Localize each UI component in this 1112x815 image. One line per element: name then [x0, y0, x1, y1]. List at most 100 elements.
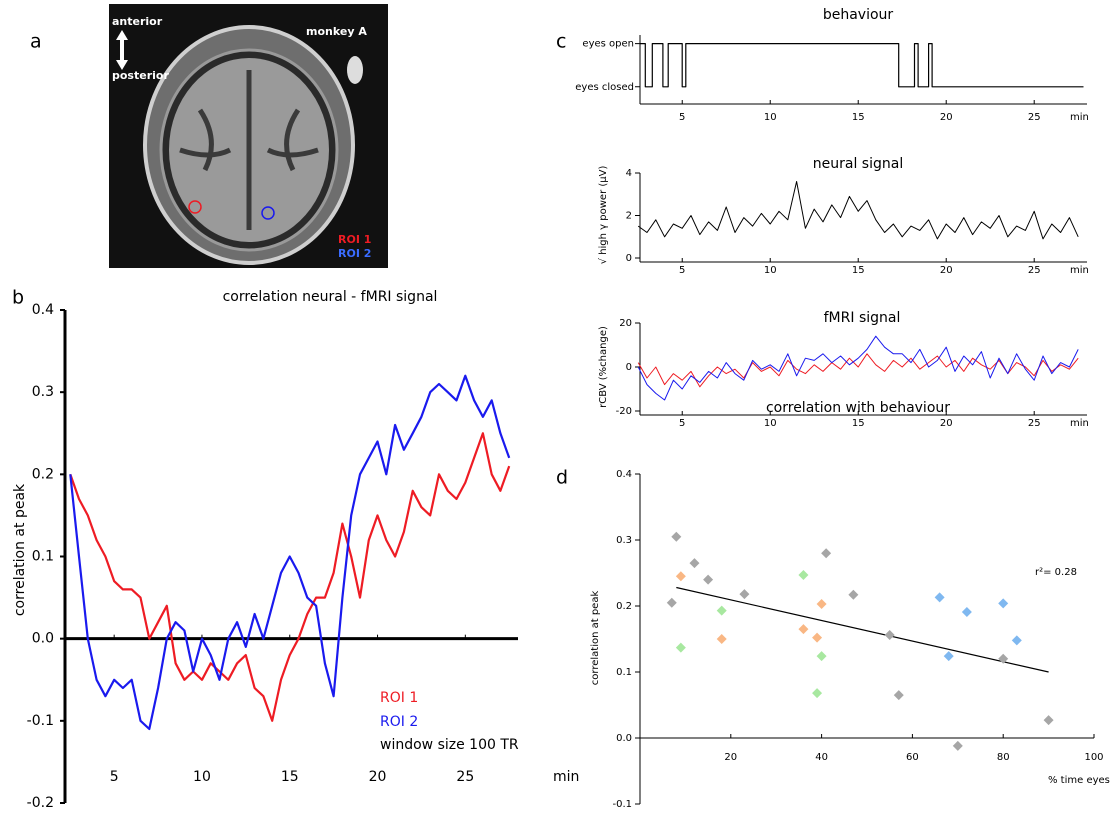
x-axis-label: min: [1070, 265, 1089, 276]
legend-label: ROI 2: [380, 714, 418, 730]
x-tick-label: 60: [906, 752, 919, 763]
x-tick-label: 80: [997, 752, 1010, 763]
x-tick-label: 20: [369, 769, 387, 785]
x-tick-label: 25: [456, 769, 474, 785]
data-point: [944, 651, 954, 661]
series-line: [70, 376, 509, 729]
x-tick-label: 15: [281, 769, 299, 785]
data-point: [935, 592, 945, 602]
data-point: [689, 558, 699, 568]
data-point: [885, 630, 895, 640]
chart-title: fMRI signal: [824, 310, 901, 326]
panel-letter: c: [556, 31, 566, 53]
orientation-label: posterior: [112, 69, 169, 82]
data-point: [671, 532, 681, 542]
y-axis-label: correlation at peak: [12, 483, 28, 616]
x-tick-label: 10: [764, 418, 777, 429]
annotation: window size 100 TR: [380, 737, 519, 753]
y-axis-label: correlation at peak: [590, 591, 601, 686]
y-tick-label: 0.0: [32, 631, 54, 647]
x-tick-label: 10: [764, 112, 777, 123]
data-point: [817, 651, 827, 661]
series-line: [638, 182, 1078, 239]
x-tick-label: 5: [679, 265, 685, 276]
annotation: r²= 0.28: [1035, 567, 1077, 578]
data-point: [1012, 635, 1022, 645]
panel-letter: b: [12, 287, 24, 309]
x-tick-label: 20: [940, 265, 953, 276]
x-tick-label: 100: [1084, 752, 1103, 763]
x-tick-label: 20: [940, 112, 953, 123]
x-tick-label: 20: [940, 418, 953, 429]
x-tick-label: 15: [852, 112, 865, 123]
x-axis-label: min: [553, 769, 579, 785]
orientation-label: anterior: [112, 15, 163, 28]
data-point: [848, 590, 858, 600]
panel-letter: d: [556, 467, 568, 489]
data-point: [812, 688, 822, 698]
y-tick-label: 0.4: [616, 469, 632, 480]
artifact: [347, 56, 363, 84]
y-tick-label: 0.3: [32, 384, 54, 400]
x-axis-label: min: [1070, 418, 1089, 429]
x-axis-label: % time eyes open: [1048, 775, 1112, 786]
x-axis-label: min: [1070, 112, 1089, 123]
y-tick-label: -20: [616, 406, 632, 417]
y-tick-label: -0.2: [27, 795, 54, 811]
data-point: [894, 690, 904, 700]
chart-title: behaviour: [823, 7, 894, 23]
x-tick-label: 15: [852, 418, 865, 429]
data-point: [739, 589, 749, 599]
data-point: [821, 548, 831, 558]
data-point: [953, 741, 963, 751]
data-point: [717, 634, 727, 644]
data-point: [676, 571, 686, 581]
chart-title: neural signal: [813, 156, 903, 172]
y-tick-label: 2: [626, 211, 632, 222]
y-tick-label: 0.3: [616, 535, 632, 546]
x-tick-label: 40: [815, 752, 828, 763]
x-tick-label: 10: [764, 265, 777, 276]
y-tick-label: 4: [626, 168, 632, 179]
x-tick-label: 5: [110, 769, 119, 785]
figure: a b c d anterior posterior monkey A ROI …: [0, 0, 1112, 815]
y-tick-label: 0.2: [616, 601, 632, 612]
panel-letter: a: [30, 31, 42, 53]
x-tick-label: 25: [1028, 265, 1041, 276]
y-tick-label: 0.1: [32, 549, 54, 565]
data-point: [817, 599, 827, 609]
y-tick-label: -0.1: [27, 713, 54, 729]
trend-line: [676, 588, 1048, 672]
data-point: [798, 570, 808, 580]
x-tick-label: 10: [193, 769, 211, 785]
data-point: [812, 633, 822, 643]
x-tick-label: 25: [1028, 112, 1041, 123]
y-tick-label: 0.0: [616, 733, 632, 744]
data-point: [703, 575, 713, 585]
x-tick-label: 5: [679, 112, 685, 123]
data-point: [717, 606, 727, 616]
data-point: [667, 598, 677, 608]
series-line: [640, 44, 1084, 87]
x-tick-label: 25: [1028, 418, 1041, 429]
x-tick-label: 20: [724, 752, 737, 763]
y-tick-label: 0: [626, 253, 632, 264]
y-axis-label: rCBV (%change): [598, 326, 609, 408]
data-point: [798, 624, 808, 634]
x-tick-label: 5: [679, 418, 685, 429]
y-tick-label: 0.4: [32, 302, 54, 318]
x-tick-label: 15: [852, 265, 865, 276]
chart-title: correlation neural - fMRI signal: [223, 289, 438, 305]
y-tick-label: 20: [619, 318, 632, 329]
series-line: [70, 433, 509, 721]
y-tick-label: 0.2: [32, 466, 54, 482]
subject-label: monkey A: [306, 25, 367, 38]
data-point: [1044, 715, 1054, 725]
y-axis-label: √ high γ power (μV): [598, 166, 609, 265]
mri-image: anterior posterior monkey A ROI 1 ROI 2: [109, 4, 388, 268]
legend-label: ROI 1: [380, 690, 418, 706]
y-tick-label: 0: [626, 362, 632, 373]
roi-label: ROI 2: [338, 247, 371, 260]
y-tick-label: eyes open: [582, 39, 634, 50]
data-point: [998, 598, 1008, 608]
